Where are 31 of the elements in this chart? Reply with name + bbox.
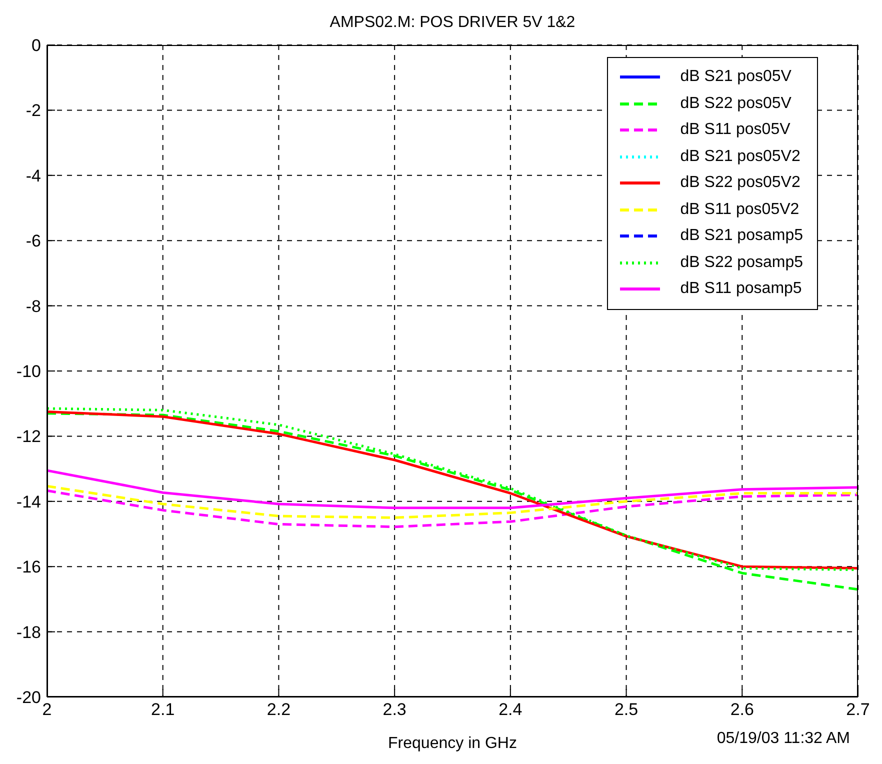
legend-label: dB S11 pos05V [680, 121, 790, 140]
text: 05/19/03 11:32 AM [716, 730, 850, 748]
legend-label: dB S11 posamp5 [680, 280, 802, 298]
x-tick-label: 2.2 [266, 700, 291, 720]
y-tick-label: -20 [16, 688, 41, 708]
y-tick-label: -6 [26, 232, 41, 251]
y-tick-label: -18 [16, 622, 41, 642]
y-tick-label: -4 [26, 166, 41, 186]
y-tick-label: -14 [16, 492, 41, 512]
y-tick-label: -10 [16, 362, 41, 382]
x-axis-title: Frequency in GHz [388, 735, 517, 752]
x-tick-label: 2 [42, 700, 52, 720]
y-tick-label: -2 [26, 101, 41, 120]
legend-label: dB S11 pos05V2 [680, 200, 800, 219]
x-tick-label: 2.3 [382, 700, 406, 720]
y-tick-label: -12 [16, 427, 41, 446]
y-tick-label: -16 [16, 558, 41, 577]
legend-label: dB S21 pos05V [680, 68, 792, 86]
legend-label: dB S22 pos05V [680, 94, 792, 113]
legend-label: dB S21 pos05V2 [680, 148, 800, 166]
x-tick-label: 2.4 [498, 700, 522, 720]
y-tick-label: -8 [26, 296, 41, 316]
x-tick-label: 2.7 [846, 700, 870, 720]
legend-label: dB S22 posamp5 [680, 254, 803, 272]
x-tick-label: 2.1 [151, 700, 175, 720]
x-tick-label: 2.5 [614, 700, 638, 720]
legend-label: dB S21 posamp5 [680, 227, 803, 246]
legend-label: dB S22 pos05V2 [680, 174, 800, 192]
chart-title: AMPS02.M: POS DRIVER 5V 1&2 [328, 14, 576, 32]
y-tick-label: 0 [32, 36, 41, 56]
x-tick-label: 2.6 [730, 700, 754, 720]
